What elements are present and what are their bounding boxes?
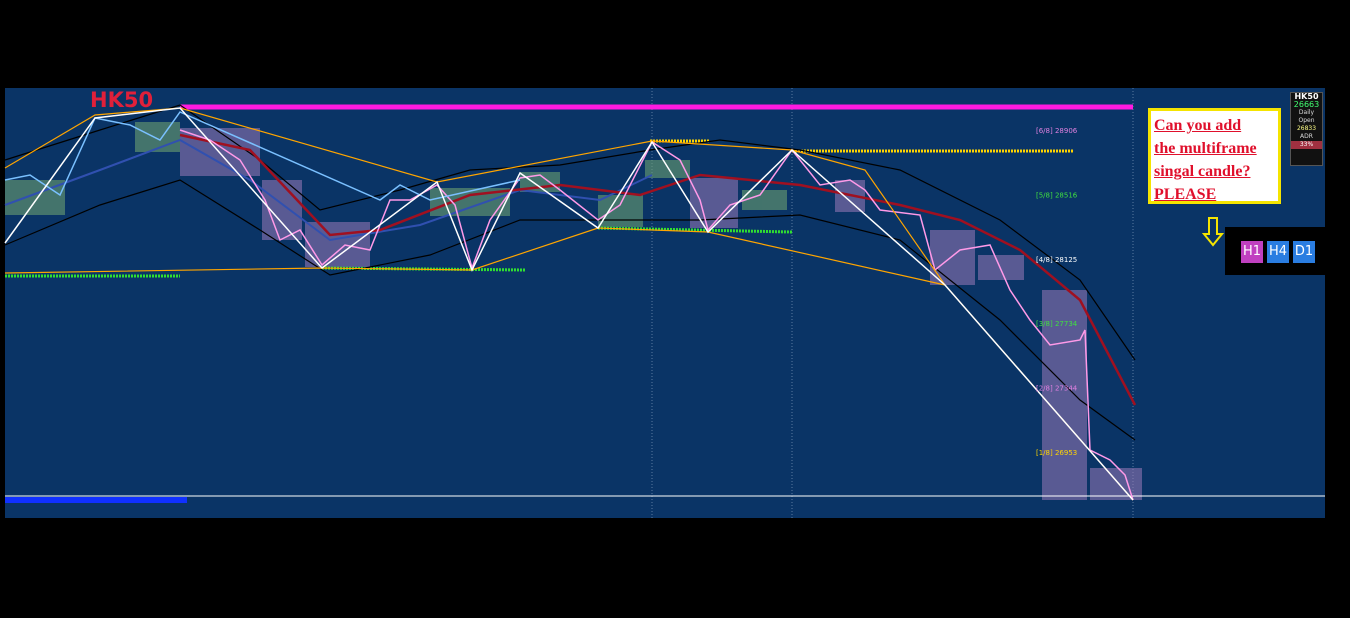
- info-panel: HK50 26663 Daily Open 26833 ADR 33%: [1290, 92, 1323, 166]
- arrow: [1201, 217, 1225, 247]
- info-label: Daily Open: [1298, 109, 1315, 124]
- murrey-level: [4/8] 28125: [1036, 256, 1077, 264]
- price-axis: [1326, 88, 1344, 518]
- ma-red: [179, 133, 1137, 406]
- band-lower: [4, 179, 1136, 441]
- murrey-level: [2/8] 27344: [1036, 385, 1078, 393]
- timeframe-panel: H1 H4 D1: [1225, 227, 1325, 275]
- zigzag-white: [4, 107, 1134, 501]
- annotation: Can you add the multiframe singal candle? P…: [1148, 108, 1281, 204]
- timeframe-button[interactable]: H4: [1267, 241, 1289, 263]
- ma-blue: [4, 138, 653, 242]
- murrey-level: [3/8] 27734: [1036, 320, 1078, 328]
- info-label: ADR: [1300, 133, 1313, 140]
- timeframe-button[interactable]: D1: [1293, 241, 1315, 263]
- murrey-level: [6/8] 28906: [1036, 127, 1078, 135]
- info-value: 26833: [1296, 125, 1317, 132]
- zigzag-orange-low: [4, 227, 946, 286]
- annotation-line: singal candle?: [1154, 163, 1251, 180]
- price-candles: [179, 129, 1134, 501]
- info-bid: 26663: [1293, 100, 1320, 109]
- info-value: 33%: [1291, 141, 1322, 149]
- timeframe-button[interactable]: H1: [1241, 241, 1263, 263]
- bar: [5, 497, 187, 503]
- murrey-level: [5/8] 28516: [1036, 191, 1078, 199]
- annotation-line: Can you add: [1154, 117, 1242, 134]
- murrey-level: [1/8] 26953: [1036, 449, 1077, 457]
- symbol-label: HK50: [90, 88, 153, 112]
- annotation-line: PLEASE: [1154, 186, 1217, 203]
- level: [597, 226, 793, 234]
- price-candles-up: [4, 111, 521, 201]
- annotation-line: the multiframe: [1154, 140, 1257, 157]
- info-symbol: HK50: [1294, 92, 1319, 101]
